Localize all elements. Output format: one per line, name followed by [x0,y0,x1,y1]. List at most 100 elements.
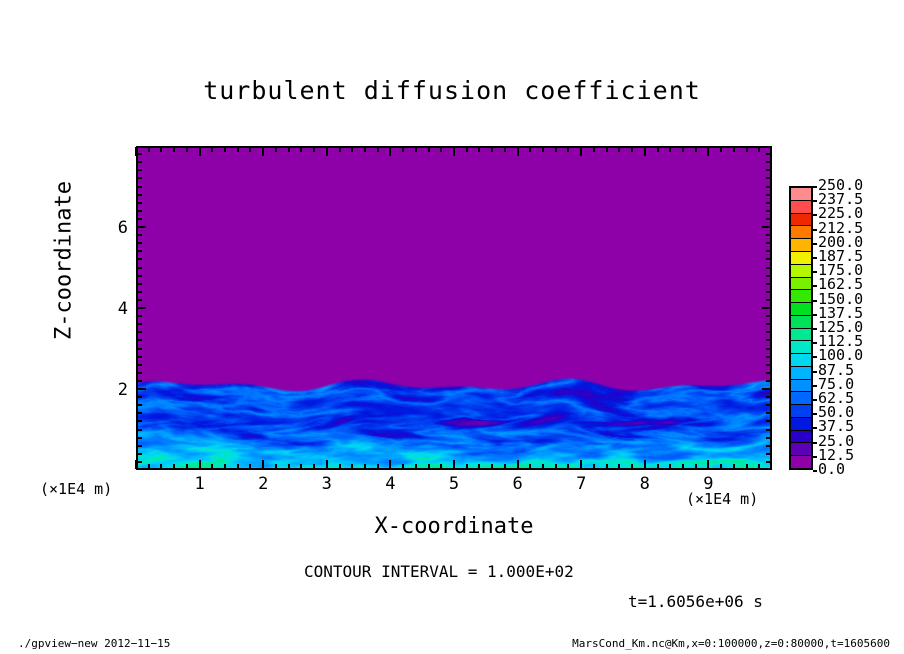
colorbar-tick [813,413,817,416]
x-tick [402,464,405,469]
y-tick [766,193,771,196]
y-tick [137,388,146,390]
x-tick [745,147,748,152]
contour-interval-note: CONTOUR INTERVAL = 1.000E+02 [304,562,574,581]
y-tick [137,339,142,342]
y-tick [137,282,142,285]
y-tick [137,185,142,188]
colorbar-tick-label: 25.0 [818,431,855,450]
colorbar-band [791,405,811,418]
x-tick [643,147,646,156]
x-tick [631,147,634,152]
colorbar-tick [813,313,817,316]
y-tick [766,266,771,269]
colorbar-band [791,188,811,201]
footer-source: MarsCond_Km.nc@Km,x=0:100000,z=0:80000,t… [572,637,890,650]
y-tick [137,209,142,212]
y-tick [766,315,771,318]
y-tick [137,274,142,277]
colorbar-tick [813,214,817,217]
x-tick [313,464,316,469]
x-tick [440,147,443,152]
y-tick [766,298,771,301]
x-tick [338,464,341,469]
y-tick [766,339,771,342]
y-tick [137,298,142,301]
x-axis-label: X-coordinate [374,514,534,539]
x-tick [720,464,723,469]
y-tick [137,226,146,228]
x-tick [694,147,697,152]
plot-area [136,146,772,470]
x-tick [135,147,137,156]
y-tick [137,396,142,399]
y-tick [137,266,142,269]
colorbar-band [791,251,811,265]
x-tick [669,464,672,469]
colorbar-band [791,417,811,431]
x-tick [224,464,227,469]
x-tick [694,464,697,469]
y-tick [766,436,771,439]
colorbar-tick-label: 125.0 [818,318,864,336]
x-tick-label: 7 [576,474,587,494]
x-tick [160,147,163,152]
x-tick [173,464,176,469]
y-tick [137,234,142,237]
x-tick [249,464,252,469]
x-tick [287,147,290,152]
y-tick [137,452,142,455]
y-tick [137,412,142,415]
colorbar-tick-label: 187.5 [818,247,864,265]
colorbar-band [791,456,811,468]
y-tick [766,452,771,455]
colorbar-tick [813,455,817,458]
x-tick [631,464,634,469]
x-tick [554,147,557,152]
x-tick [402,147,405,152]
y-tick [137,201,142,204]
colorbar-tick-label: 175.0 [818,261,864,280]
colorbar-tick-label: 200.0 [818,232,864,251]
colorbar-band [791,392,811,406]
colorbar-tick [813,228,817,231]
y-tick [766,355,771,358]
colorbar-tick-label: 12.5 [818,445,855,464]
y-tick [766,404,771,407]
x-tick [351,464,354,469]
colorbar-tick [813,399,817,401]
colorbar-tick [813,356,817,359]
colorbar-band [791,315,811,329]
y-tick [766,412,771,415]
colorbar-tick [813,299,817,302]
x-tick [440,464,443,469]
x-tick [465,147,468,152]
x-tick [300,464,303,469]
colorbar-labels: 250.0 237.5 225.0 212.5 200.0 187.5 175.0 162.5… [818,176,898,480]
x-tick [389,460,392,469]
y-tick [137,315,142,318]
y-tick [137,347,142,350]
x-tick [554,464,557,469]
y-tick [137,290,142,293]
y-tick [137,250,142,253]
y-tick [766,177,771,180]
colorbar-tick [813,271,817,274]
y-tick [766,242,771,245]
y-tick [766,371,771,374]
x-axis-unit: (×1E4 m) [686,490,759,508]
y-tick [762,226,771,228]
colorbar-tick [813,427,817,430]
colorbar-band [791,443,811,457]
x-tick [363,464,366,469]
y-tick [137,331,142,334]
colorbar-tick-label: 0.0 [818,460,846,478]
x-tick [503,464,506,469]
x-tick [376,464,379,469]
x-tick [262,147,265,156]
y-tick [137,177,142,180]
x-tick [338,147,341,152]
x-tick [274,147,277,152]
x-tick [758,147,761,152]
x-tick [605,464,608,469]
